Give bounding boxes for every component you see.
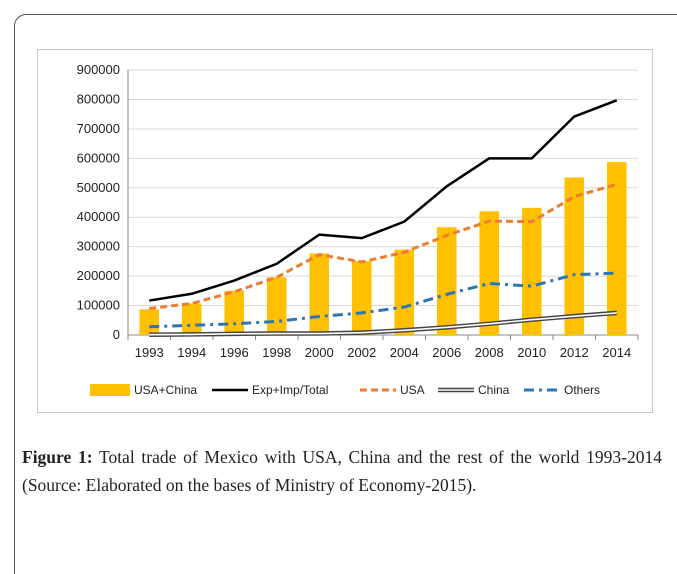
y-tick-label: 100000: [77, 298, 120, 313]
x-tick-label: 2002: [347, 345, 376, 360]
caption-label: Figure 1:: [22, 447, 93, 467]
x-axis: 1993 1994 1996 1998 2000 2002 2004 2006 2008 2010…: [127, 334, 639, 360]
x-tick-label: 1994: [177, 345, 206, 360]
legend-swatch-bar: [90, 384, 130, 396]
chart-container: 0 100000 200000 300000 400000 500000 600000 700…: [37, 49, 653, 413]
legend: USA+China Exp+Imp/Total USA China Others: [90, 383, 600, 397]
series-line-usa: [149, 182, 618, 310]
x-tick-label: 1998: [262, 345, 291, 360]
y-tick-label: 900000: [77, 62, 120, 77]
x-tick-label: 2014: [602, 345, 631, 360]
figure-card: [14, 14, 677, 574]
x-tick-label: 2010: [517, 345, 546, 360]
y-axis: 0 100000 200000 300000 400000 500000 600000 700…: [77, 62, 129, 342]
bar: [351, 261, 372, 335]
x-tick-label: 2004: [390, 345, 419, 360]
legend-label: USA: [400, 383, 425, 397]
x-tick-label: 1996: [220, 345, 249, 360]
x-tick-label: 2008: [475, 345, 504, 360]
bar: [479, 211, 500, 335]
y-tick-label: 0: [113, 327, 120, 342]
bar: [224, 290, 245, 335]
y-tick-label: 400000: [77, 209, 120, 224]
bar: [521, 207, 542, 335]
bar: [436, 227, 457, 335]
y-tick-label: 600000: [77, 150, 120, 165]
series-line-china-inner: [149, 312, 617, 336]
x-tick-label: 2006: [432, 345, 461, 360]
bar: [309, 253, 330, 335]
chart-svg: 0 100000 200000 300000 400000 500000 600000 700…: [77, 62, 639, 397]
x-tick-label: 1993: [135, 345, 164, 360]
series-line-others: [149, 271, 617, 329]
figure-caption: Figure 1: Total trade of Mexico with USA…: [22, 443, 662, 499]
bar: [266, 277, 287, 335]
legend-label: USA+China: [134, 383, 197, 397]
bar: [181, 303, 202, 335]
series-line-exp-imp-total: [149, 99, 618, 302]
bar: [564, 177, 585, 335]
caption-text: Total trade of Mexico with USA, China an…: [22, 447, 662, 495]
bar: [394, 249, 415, 335]
y-tick-label: 300000: [77, 239, 120, 254]
gridlines: [128, 69, 638, 307]
x-tick-label: 2000: [305, 345, 334, 360]
bar-series: [139, 162, 627, 335]
bar: [139, 309, 160, 335]
legend-label: Exp+Imp/Total: [252, 383, 328, 397]
y-tick-label: 200000: [77, 268, 120, 283]
y-tick-label: 500000: [77, 180, 120, 195]
legend-label: Others: [564, 383, 600, 397]
bar: [606, 162, 627, 335]
y-tick-label: 700000: [77, 121, 120, 136]
x-tick-label: 2012: [560, 345, 589, 360]
line-series: [149, 99, 618, 337]
legend-label: China: [478, 383, 510, 397]
y-tick-label: 800000: [77, 91, 120, 106]
